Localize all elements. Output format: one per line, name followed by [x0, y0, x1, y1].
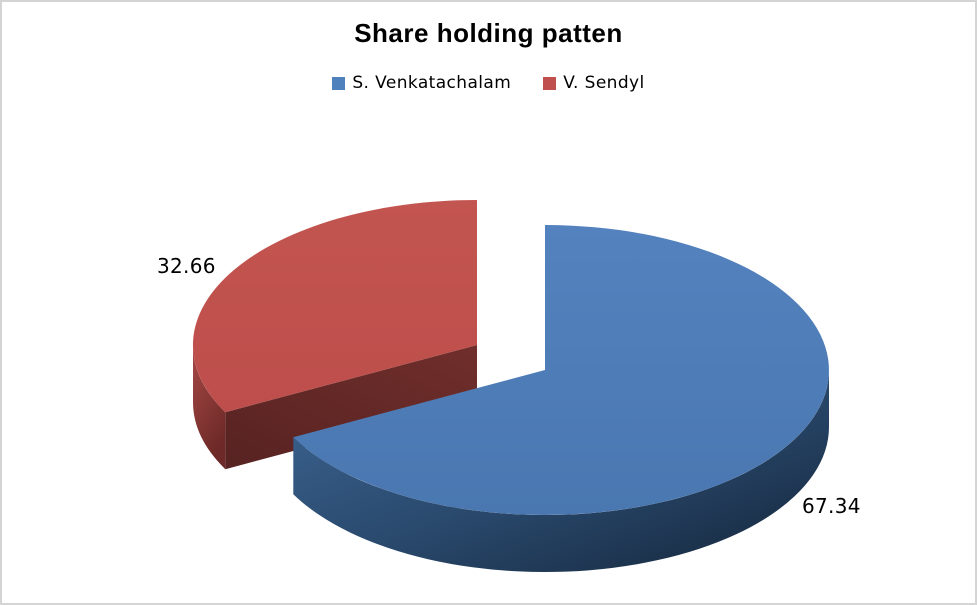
- slice-blue-side-wall: [293, 370, 829, 573]
- pie-slice-venkatachalam[interactable]: [293, 225, 829, 573]
- data-label-venkatachalam: 67.34: [802, 494, 861, 518]
- pie-slice-sendyl[interactable]: [192, 200, 478, 470]
- data-label-sendyl: 32.66: [157, 254, 216, 278]
- legend-label: S. Venkatachalam: [352, 73, 512, 93]
- slice-blue-top: [293, 225, 829, 515]
- slice-red-cut-face: [225, 345, 477, 470]
- slice-red-side-wall: [192, 345, 226, 470]
- legend-label: V. Sendyl: [563, 73, 645, 93]
- chart-title: Share holding patten: [354, 18, 623, 48]
- legend: S. Venkatachalam V. Sendyl: [2, 73, 975, 93]
- slice-red-top: [192, 200, 478, 413]
- legend-item-sendyl[interactable]: V. Sendyl: [543, 73, 644, 93]
- legend-swatch-red-icon: [543, 76, 557, 90]
- legend-item-venkatachalam[interactable]: S. Venkatachalam: [332, 73, 511, 93]
- legend-swatch-blue-icon: [332, 76, 346, 90]
